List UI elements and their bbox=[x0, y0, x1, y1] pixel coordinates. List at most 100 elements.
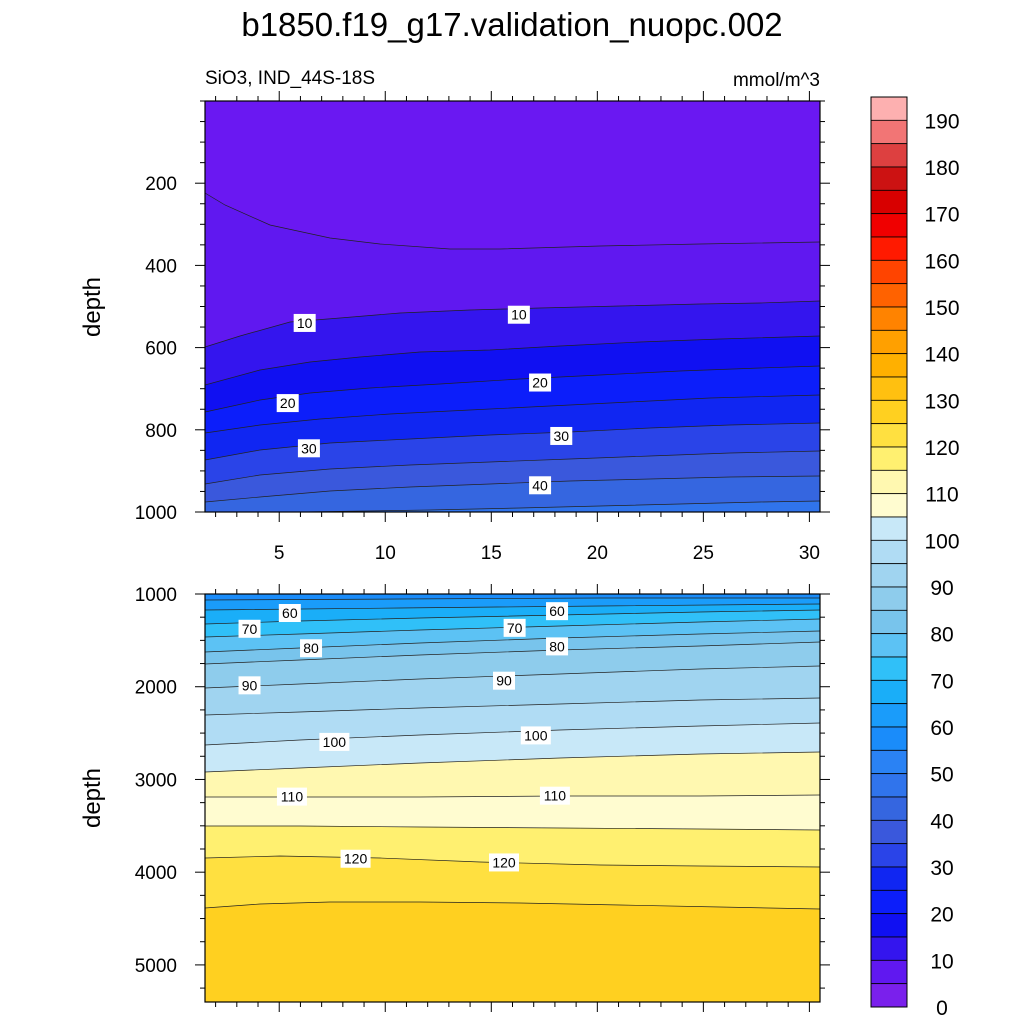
upper-left-label: SiO3, IND_44S-18S bbox=[205, 68, 375, 89]
lower-contour-line bbox=[205, 855, 820, 868]
colorbar-swatch bbox=[870, 143, 908, 168]
colorbar-label: 20 bbox=[930, 904, 953, 927]
lower-contour-label: 60 bbox=[549, 603, 565, 619]
lower-y-tick-label: 2000 bbox=[135, 678, 177, 699]
upper-contour-line bbox=[205, 335, 820, 386]
colorbar-label: 40 bbox=[930, 810, 953, 833]
colorbar-swatch bbox=[870, 586, 908, 611]
colorbar-swatch bbox=[870, 423, 908, 448]
lower-y-tick-label: 4000 bbox=[135, 863, 177, 884]
lower-contour-panel: 1000 2000 3000 4000 5000 60 60 70 70 80 80 90 90 100 1… bbox=[135, 584, 830, 1012]
chart-title: b1850.f19_g17.validation_nuopc.002 bbox=[241, 6, 782, 43]
upper-y-tick-label: 800 bbox=[145, 421, 177, 442]
lower-contour-line bbox=[205, 665, 820, 689]
colorbar-swatch bbox=[870, 983, 908, 1008]
lower-contour-label-box bbox=[546, 602, 569, 621]
upper-contour-label: 20 bbox=[532, 375, 548, 391]
upper-x-tick-label: 10 bbox=[375, 543, 396, 564]
lower-contour-label-box bbox=[238, 676, 261, 695]
upper-contour-label: 40 bbox=[532, 477, 548, 493]
upper-contour-line bbox=[205, 475, 820, 503]
upper-y-axis-title: depth bbox=[79, 277, 106, 337]
lower-contour-label-box bbox=[539, 786, 570, 805]
colorbar-swatch bbox=[870, 259, 908, 285]
lower-band bbox=[205, 901, 820, 1002]
colorbar-label: 0 bbox=[936, 997, 948, 1020]
colorbar-swatch bbox=[870, 936, 908, 961]
upper-contour-line bbox=[205, 450, 820, 485]
colorbar-swatch bbox=[870, 889, 908, 915]
lower-contour-line bbox=[205, 603, 820, 611]
colorbar: 1901801701601501401301201101009080706050… bbox=[870, 96, 960, 1020]
lower-contour-label: 120 bbox=[492, 854, 516, 870]
colorbar-swatch bbox=[870, 843, 908, 868]
lower-contour-label: 110 bbox=[281, 789, 304, 805]
lower-contour-label: 60 bbox=[282, 605, 298, 621]
upper-contour-line bbox=[205, 422, 820, 461]
colorbar-label: 60 bbox=[930, 717, 953, 740]
colorbar-frame bbox=[870, 96, 908, 1008]
colorbar-swatch bbox=[870, 609, 908, 635]
lower-y-tick-label: 5000 bbox=[135, 956, 177, 977]
colorbar-swatch bbox=[870, 283, 908, 308]
lower-contour-label-box bbox=[319, 732, 350, 751]
lower-contour-line bbox=[205, 641, 820, 665]
colorbar-swatch bbox=[870, 516, 908, 541]
colorbar-label: 30 bbox=[930, 857, 953, 880]
colorbar-label: 150 bbox=[924, 297, 959, 320]
colorbar-swatch bbox=[870, 796, 908, 821]
lower-contour-label-box bbox=[300, 639, 323, 658]
colorbar-swatch bbox=[870, 563, 908, 588]
colorbar-swatch bbox=[870, 446, 908, 471]
colorbar-label: 110 bbox=[925, 484, 958, 507]
colorbar-swatch bbox=[870, 959, 908, 985]
upper-contour-label-box bbox=[529, 476, 552, 495]
lower-contour-label: 90 bbox=[242, 677, 258, 693]
upper-contour-line bbox=[205, 300, 820, 348]
upper-contour-label-box bbox=[550, 426, 573, 445]
upper-y-tick-label: 1000 bbox=[135, 503, 177, 524]
colorbar-swatch bbox=[870, 399, 908, 425]
upper-x-tick-label: 30 bbox=[799, 543, 820, 564]
lower-contour-label-box bbox=[520, 726, 551, 745]
colorbar-label: 130 bbox=[924, 390, 959, 413]
upper-contour-label: 30 bbox=[553, 428, 569, 444]
colorbar-swatch bbox=[870, 329, 908, 355]
lower-contour-label-box bbox=[278, 604, 301, 623]
colorbar-swatch bbox=[870, 119, 908, 145]
colorbar-label: 120 bbox=[924, 437, 959, 460]
colorbar-swatch bbox=[870, 633, 908, 658]
upper-contour-label: 30 bbox=[301, 440, 317, 456]
colorbar-swatch bbox=[870, 726, 908, 751]
upper-contour-label-box bbox=[507, 305, 530, 324]
colorbar-label: 50 bbox=[930, 764, 953, 787]
lower-contour-line bbox=[205, 901, 820, 910]
lower-contour-label-box bbox=[276, 787, 307, 806]
upper-contour-label-box bbox=[297, 439, 320, 458]
colorbar-swatch bbox=[870, 913, 908, 938]
upper-contour-label: 10 bbox=[297, 315, 313, 331]
lower-contour-line bbox=[205, 697, 820, 716]
colorbar-swatch bbox=[870, 703, 908, 728]
units-label: mmol/m^3 bbox=[733, 70, 820, 91]
colorbar-label: 70 bbox=[930, 670, 953, 693]
colorbar-label: 160 bbox=[924, 250, 959, 273]
upper-x-tick-label: 25 bbox=[693, 543, 714, 564]
lower-contour-label-box bbox=[503, 618, 526, 637]
colorbar-label: 10 bbox=[930, 950, 953, 973]
lower-contour-line bbox=[205, 597, 820, 601]
colorbar-label: 80 bbox=[930, 624, 953, 647]
lower-contour-label-box bbox=[340, 849, 371, 868]
upper-contour-label-box bbox=[529, 373, 552, 392]
upper-contour-label-box bbox=[276, 394, 299, 413]
colorbar-label: 180 bbox=[924, 157, 959, 180]
colorbar-swatch bbox=[870, 773, 908, 798]
upper-contour-line bbox=[205, 394, 820, 434]
colorbar-swatch bbox=[870, 493, 908, 518]
colorbar-label: 170 bbox=[924, 204, 959, 227]
colorbar-swatch bbox=[870, 96, 908, 121]
colorbar-swatch bbox=[870, 819, 908, 845]
lower-contour-label: 120 bbox=[344, 851, 368, 867]
colorbar-label: 90 bbox=[930, 577, 953, 600]
